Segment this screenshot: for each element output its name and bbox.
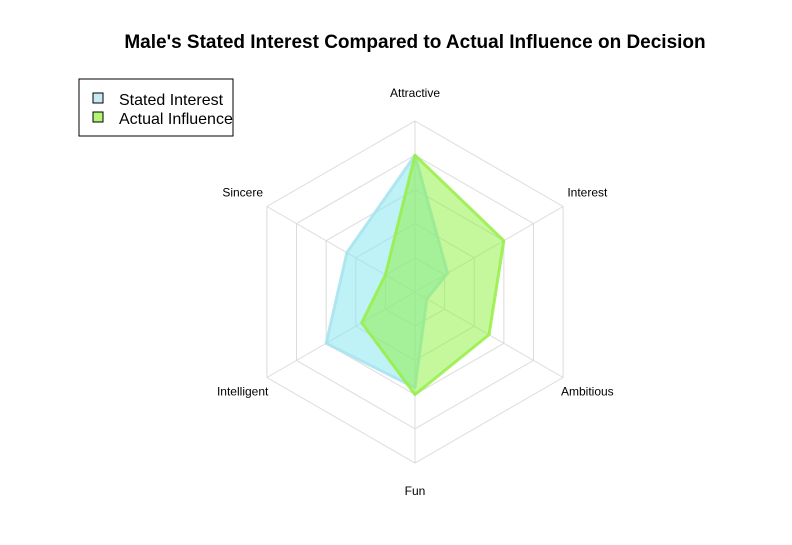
radar-series <box>324 153 506 397</box>
chart-title: Male's Stated Interest Compared to Actua… <box>124 32 705 53</box>
legend-swatch-stated-interest <box>92 92 104 104</box>
axis-label-sincere: Sincere <box>222 186 263 200</box>
legend: Stated Interest Actual Influence <box>78 78 234 137</box>
legend-label-stated-interest: Stated Interest <box>119 92 224 109</box>
axis-label-interest: Interest <box>567 186 608 200</box>
legend-box <box>78 78 234 137</box>
axis-label-fun: Fun <box>405 484 426 498</box>
legend-swatch-actual-influence <box>92 111 104 123</box>
legend-label-actual-influence: Actual Influence <box>119 111 233 128</box>
axis-label-intelligent: Intelligent <box>217 385 269 399</box>
series-actual-influence-area <box>360 153 506 397</box>
axis-label-attractive: Attractive <box>390 86 440 100</box>
axis-labels: Attractive Interest Ambitious Fun Intelligen… <box>217 86 614 498</box>
axis-label-ambitious: Ambitious <box>561 385 614 399</box>
